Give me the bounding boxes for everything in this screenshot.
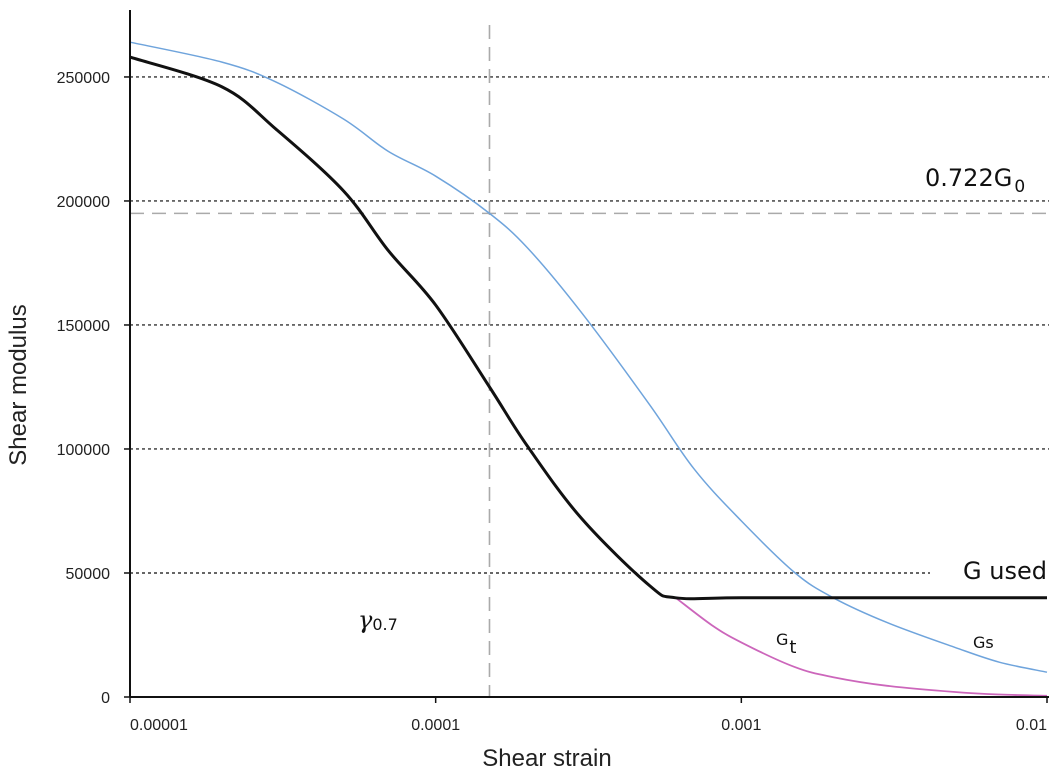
x-tick-label: 0.00001 (130, 717, 188, 734)
reference-lines (130, 25, 1049, 697)
series-lines (129, 41, 1048, 697)
y-tick-label: 0 (101, 690, 110, 707)
annotation-g-ratio-main: 0.722G (925, 164, 1012, 192)
x-tick-label: 0.001 (721, 717, 761, 734)
series-gs (129, 41, 1048, 673)
annotation-gs: Gs (973, 633, 994, 652)
y-tick-label: 100000 (57, 442, 110, 459)
series-gt (675, 597, 1048, 697)
annotation-g-ratio-sub: 0 (1014, 177, 1025, 197)
y-tick-label: 50000 (66, 566, 111, 583)
annotation-gt: Gt (776, 630, 796, 658)
annotation-g-ratio: 0.722G 0 (925, 164, 1025, 197)
axes (129, 10, 1049, 698)
x-tick-label: 0.0001 (411, 717, 460, 734)
x-axis-title: Shear strain (482, 745, 611, 772)
tick-labels: 0 50000 100000 150000 200000 250000 0.00001 0.0… (57, 70, 1048, 734)
annotation-gt-main: G (776, 630, 788, 649)
y-tick-label: 150000 (57, 318, 110, 335)
annotation-g-used: G used (963, 557, 1047, 585)
annotation-gamma-sub: 0.7 (372, 615, 397, 634)
y-axis-title: Shear modulus (5, 304, 32, 465)
annotation-gamma-symbol: γ (358, 606, 373, 634)
annotation-gt-sub: t (789, 637, 796, 658)
x-tick-label: 0.01 (1016, 717, 1047, 734)
annotation-gamma: γ0.7 (358, 606, 398, 634)
y-tick-label: 200000 (57, 194, 110, 211)
gridlines (130, 76, 1049, 574)
y-tick-label: 250000 (57, 70, 110, 87)
series-g-used (129, 55, 1047, 601)
